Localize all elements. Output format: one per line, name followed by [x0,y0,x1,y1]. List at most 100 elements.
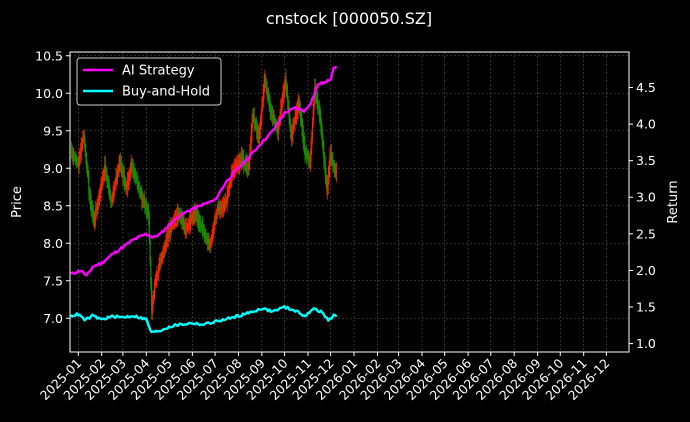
price-candle [206,239,209,245]
price-candle [248,160,250,171]
price-candle [184,228,187,230]
price-candle [118,164,120,169]
price-candle [289,116,291,127]
price-candle [205,236,207,238]
price-candle [293,122,295,129]
price-candle [182,218,184,224]
price-candle [191,216,193,219]
price-candle [154,279,156,284]
price-candle [326,184,329,191]
price-candle [223,204,225,206]
price-candle [227,192,229,196]
price-candle [138,188,141,192]
price-candle [283,84,286,93]
price-candle [186,227,188,229]
price-candle [113,190,115,194]
price-candle [96,208,98,211]
price-candle [171,224,173,228]
price-candle [202,226,204,229]
price-candle [184,227,186,229]
price-candle [141,198,144,201]
price-candle [321,132,323,140]
price-candle [200,225,203,227]
price-candle [268,99,271,106]
price-candle [88,177,90,194]
price-candle [234,167,236,171]
price-candle [324,165,326,176]
price-candle [286,86,288,94]
price-candle [207,238,209,245]
price-candle [98,194,101,199]
price-candle [322,139,324,150]
price-candle [185,227,187,229]
price-candle [305,153,307,155]
price-candle [123,175,125,182]
price-candle [251,123,253,133]
plot-frame [69,51,630,353]
price-candle [123,175,125,177]
y-left-tick-label: 7.5 [43,273,63,288]
price-candle [296,111,298,116]
price-candle [120,164,122,168]
price-candle [287,100,289,108]
price-candle [152,298,154,306]
price-candle [240,159,242,161]
price-candle [158,263,160,269]
price-candle [114,182,116,187]
price-candle [170,226,172,228]
price-candle [217,206,219,210]
price-candle [78,158,80,167]
price-candle [330,151,332,159]
legend-label-buy-and-hold: Buy-and-Hold [122,85,210,100]
price-candle [146,209,148,211]
price-candle [269,105,271,111]
price-candle [256,129,258,134]
price-candle [116,175,118,178]
price-candle [270,110,272,112]
price-candle [293,122,295,124]
price-candle [194,211,196,216]
price-candle [142,198,144,203]
price-candle [92,210,94,213]
price-candle [210,239,212,243]
price-candle [289,126,292,133]
price-candle [320,117,322,126]
price-candle [304,146,306,154]
price-candle [323,158,326,166]
price-candle [253,116,255,123]
price-candle [137,182,139,187]
price-candle [235,165,237,167]
price-candle [323,149,325,159]
price-candle [209,242,212,248]
price-candle [219,206,221,212]
price-candle [82,137,84,144]
price-candle [81,143,83,148]
price-candle [85,150,87,159]
price-candle [132,168,135,172]
price-candle [259,129,261,139]
price-candle [214,218,216,221]
legend-label-ai-strategy: AI Strategy [122,64,195,79]
price-candle [327,175,329,185]
price-candle [255,126,258,130]
price-candle [261,105,263,116]
price-candle [312,109,314,123]
price-candle [125,183,127,189]
price-candle [332,159,334,166]
price-candle [250,132,252,143]
price-candle [180,216,182,218]
price-candle [154,283,156,295]
price-candle [82,135,85,138]
price-candle [147,210,149,213]
price-candle [109,190,111,198]
price-candle [148,215,150,240]
price-candle [215,218,217,220]
price-candle [129,173,131,179]
price-candle [311,122,314,138]
price-candle [130,164,132,169]
price-candle [230,179,232,183]
price-candle [126,187,128,189]
price-candle [281,99,283,105]
price-candle [229,182,231,185]
